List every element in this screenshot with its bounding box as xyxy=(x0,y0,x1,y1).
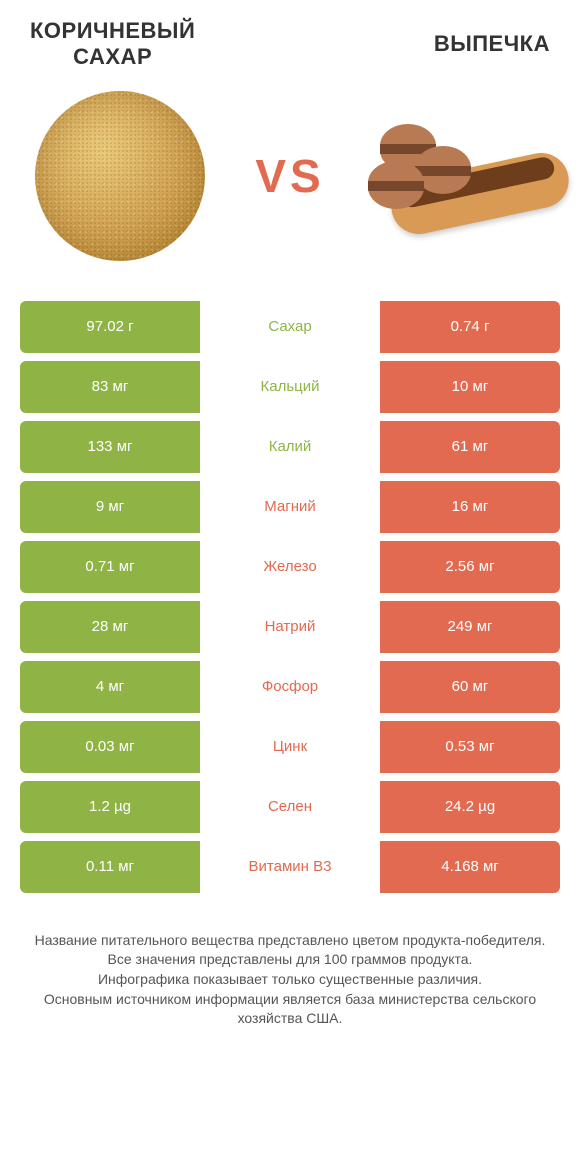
table-row: 28 мгНатрий249 мг xyxy=(20,601,560,653)
brown-sugar-icon xyxy=(35,91,205,261)
vs-label: VS xyxy=(255,149,324,203)
left-value-cell: 28 мг xyxy=(20,601,200,653)
footer-line: Название питательного вещества представл… xyxy=(28,931,552,951)
right-value-cell: 16 мг xyxy=(380,481,560,533)
left-value-cell: 0.71 мг xyxy=(20,541,200,593)
right-value-cell: 61 мг xyxy=(380,421,560,473)
left-value-cell: 0.03 мг xyxy=(20,721,200,773)
nutrient-label: Кальций xyxy=(200,361,380,413)
comparison-header: КОРИЧНЕВЫЙ САХАР ВЫПЕЧКА xyxy=(0,0,580,81)
right-value-cell: 10 мг xyxy=(380,361,560,413)
left-product-title: КОРИЧНЕВЫЙ САХАР xyxy=(30,18,195,71)
footer-line: Все значения представлены для 100 граммо… xyxy=(28,950,552,970)
right-value-cell: 24.2 µg xyxy=(380,781,560,833)
right-product-title: ВЫПЕЧКА xyxy=(434,31,550,57)
table-row: 83 мгКальций10 мг xyxy=(20,361,560,413)
left-value-cell: 4 мг xyxy=(20,661,200,713)
footer-line: Инфографика показывает только существенн… xyxy=(28,970,552,990)
nutrient-label: Калий xyxy=(200,421,380,473)
right-value-cell: 60 мг xyxy=(380,661,560,713)
right-value-cell: 2.56 мг xyxy=(380,541,560,593)
table-row: 9 мгМагний16 мг xyxy=(20,481,560,533)
left-value-cell: 133 мг xyxy=(20,421,200,473)
right-value-cell: 249 мг xyxy=(380,601,560,653)
infographic-footer: Название питательного вещества представл… xyxy=(0,901,580,1029)
nutrient-label: Магний xyxy=(200,481,380,533)
nutrient-label: Сахар xyxy=(200,301,380,353)
left-product-image xyxy=(20,76,220,276)
left-value-cell: 1.2 µg xyxy=(20,781,200,833)
nutrient-label: Витамин B3 xyxy=(200,841,380,893)
right-value-cell: 0.74 г xyxy=(380,301,560,353)
nutrient-label: Селен xyxy=(200,781,380,833)
footer-line: Основным источником информации является … xyxy=(28,990,552,1029)
nutrient-label: Цинк xyxy=(200,721,380,773)
nutrient-label: Железо xyxy=(200,541,380,593)
nutrient-label: Натрий xyxy=(200,601,380,653)
table-row: 0.11 мгВитамин B34.168 мг xyxy=(20,841,560,893)
table-row: 0.03 мгЦинк0.53 мг xyxy=(20,721,560,773)
table-row: 0.71 мгЖелезо2.56 мг xyxy=(20,541,560,593)
left-value-cell: 83 мг xyxy=(20,361,200,413)
right-value-cell: 4.168 мг xyxy=(380,841,560,893)
right-product-image xyxy=(360,76,560,276)
nutrition-table: 97.02 гСахар0.74 г 83 мгКальций10 мг 133 м… xyxy=(0,301,580,893)
left-value-cell: 97.02 г xyxy=(20,301,200,353)
nutrient-label: Фосфор xyxy=(200,661,380,713)
table-row: 97.02 гСахар0.74 г xyxy=(20,301,560,353)
product-images-row: VS xyxy=(0,81,580,301)
macaron-icon xyxy=(368,161,424,209)
table-row: 1.2 µgСелен24.2 µg xyxy=(20,781,560,833)
table-row: 4 мгФосфор60 мг xyxy=(20,661,560,713)
left-value-cell: 9 мг xyxy=(20,481,200,533)
table-row: 133 мгКалий61 мг xyxy=(20,421,560,473)
right-value-cell: 0.53 мг xyxy=(380,721,560,773)
left-value-cell: 0.11 мг xyxy=(20,841,200,893)
pastries-icon xyxy=(360,106,560,246)
